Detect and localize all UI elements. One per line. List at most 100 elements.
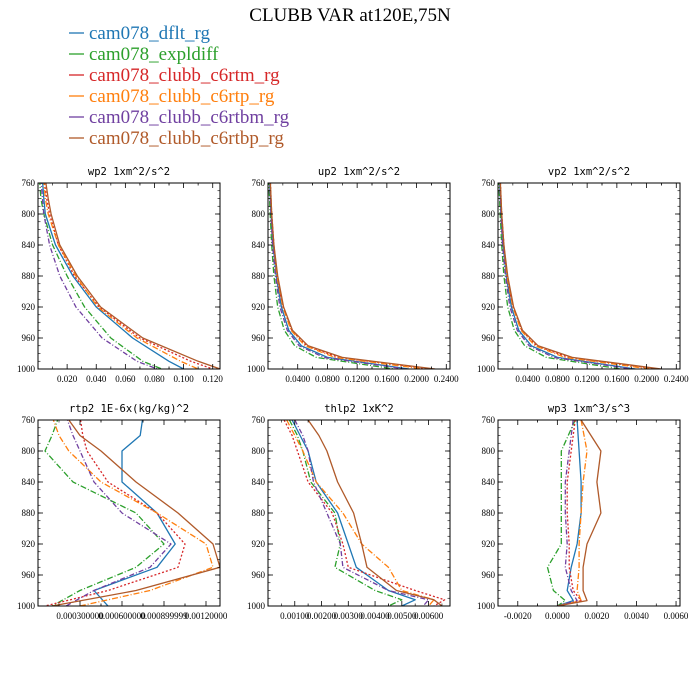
y-tick-label-0-5: 960 bbox=[22, 333, 36, 343]
series-line-4-0 bbox=[291, 420, 416, 606]
y-tick-label-1-6: 1000 bbox=[247, 364, 266, 374]
y-tick-label-2-1: 800 bbox=[482, 209, 496, 219]
y-tick-label-0-2: 840 bbox=[22, 240, 36, 250]
series-line-1-1 bbox=[268, 183, 395, 369]
x-tick-label-5-2: 0.0020 bbox=[585, 611, 610, 621]
series-line-4-1 bbox=[288, 420, 403, 606]
y-tick-label-4-0: 760 bbox=[252, 415, 266, 425]
y-tick-label-5-6: 1000 bbox=[477, 601, 496, 611]
x-tick-label-1-0: 0.0400 bbox=[285, 374, 310, 384]
series-line-1-3 bbox=[269, 183, 425, 369]
series-line-3-2 bbox=[44, 420, 186, 606]
x-tick-label-0-0: 0.020 bbox=[57, 374, 78, 384]
panel-5: wp3 1xm^3/s^3 760 800 840 880 920 960 1000 -0.00… bbox=[477, 403, 689, 621]
y-tick-label-1-2: 840 bbox=[252, 240, 266, 250]
series-line-5-4 bbox=[557, 420, 578, 606]
y-tick-label-4-5: 960 bbox=[252, 570, 266, 580]
series-line-2-1 bbox=[498, 183, 621, 369]
x-tick-label-0-1: 0.040 bbox=[86, 374, 107, 384]
x-tick-label-1-4: 0.2000 bbox=[404, 374, 429, 384]
y-tick-label-2-5: 960 bbox=[482, 333, 496, 343]
x-tick-label-3-3: 0.00120000 bbox=[185, 611, 228, 621]
x-tick-label-2-5: 0.2400 bbox=[664, 374, 689, 384]
panel-frame-2 bbox=[497, 182, 681, 370]
panel-title-3: rtp2 1E-6x(kg/kg)^2 bbox=[69, 403, 189, 415]
x-tick-label-4-4: 0.00500 bbox=[387, 611, 417, 621]
y-tick-label-0-0: 760 bbox=[22, 178, 36, 188]
panel-3: rtp2 1E-6x(kg/kg)^2 760 800 840 880 920 960 100… bbox=[17, 403, 228, 621]
series-line-2-3 bbox=[499, 183, 651, 369]
panel-4: thlp2 1xK^2 760 800 840 880 920 960 1000 0.00100… bbox=[247, 403, 451, 621]
x-tick-label-3-2: 0.000899999 bbox=[140, 611, 188, 621]
panel-frame-1 bbox=[267, 182, 451, 370]
panel-2: vp2 1xm^2/s^2 760 800 840 880 920 960 1000 0.040… bbox=[477, 166, 689, 384]
panel-0: wp2 1xm^2/s^2 760 800 840 880 920 960 1000 0.020… bbox=[17, 166, 223, 384]
y-tick-label-4-1: 800 bbox=[252, 446, 266, 456]
y-tick-label-4-4: 920 bbox=[252, 539, 266, 549]
y-tick-label-3-4: 920 bbox=[22, 539, 36, 549]
x-tick-label-0-4: 0.100 bbox=[173, 374, 194, 384]
x-tick-label-5-3: 0.0040 bbox=[624, 611, 649, 621]
x-tick-label-1-3: 0.1600 bbox=[374, 374, 399, 384]
x-tick-label-2-0: 0.0400 bbox=[515, 374, 540, 384]
series-line-5-1 bbox=[546, 420, 576, 606]
y-tick-label-1-0: 760 bbox=[252, 178, 266, 188]
y-tick-label-2-3: 880 bbox=[482, 271, 496, 281]
legend-label-5: cam078_clubb_c6rtbp_rg bbox=[89, 128, 284, 149]
x-tick-label-4-2: 0.00300 bbox=[334, 611, 364, 621]
y-tick-label-4-6: 1000 bbox=[247, 601, 266, 611]
series-line-5-2 bbox=[557, 420, 582, 606]
x-tick-label-3-1: 0.000600000 bbox=[98, 611, 146, 621]
panel-frame-5 bbox=[497, 419, 681, 607]
series-line-5-3 bbox=[557, 420, 588, 606]
series-line-4-3 bbox=[286, 420, 435, 606]
legend-label-0: cam078_dflt_rg bbox=[89, 23, 211, 44]
y-tick-label-2-0: 760 bbox=[482, 178, 496, 188]
x-tick-label-2-2: 0.1200 bbox=[575, 374, 600, 384]
series-line-1-0 bbox=[269, 183, 410, 369]
series-line-2-0 bbox=[499, 183, 636, 369]
y-tick-label-2-2: 840 bbox=[482, 240, 496, 250]
y-tick-label-5-5: 960 bbox=[482, 570, 496, 580]
x-tick-label-0-5: 0.120 bbox=[203, 374, 224, 384]
legend-label-1: cam078_expldiff bbox=[89, 44, 219, 65]
x-tick-label-2-4: 0.2000 bbox=[634, 374, 659, 384]
y-tick-label-3-1: 800 bbox=[22, 446, 36, 456]
y-tick-label-2-4: 920 bbox=[482, 302, 496, 312]
x-tick-label-1-5: 0.2400 bbox=[434, 374, 459, 384]
series-line-4-4 bbox=[294, 420, 430, 606]
x-tick-label-2-1: 0.0800 bbox=[545, 374, 570, 384]
series-line-0-2 bbox=[43, 183, 213, 369]
series-line-4-5 bbox=[307, 420, 443, 606]
figure-title: CLUBB VAR at120E,75N bbox=[249, 5, 451, 26]
y-tick-label-1-1: 800 bbox=[252, 209, 266, 219]
y-tick-label-3-3: 880 bbox=[22, 508, 36, 518]
y-tick-label-3-2: 840 bbox=[22, 477, 36, 487]
series-line-0-3 bbox=[43, 183, 199, 369]
series-line-3-5 bbox=[51, 420, 220, 606]
x-tick-label-5-1: 0.0000 bbox=[545, 611, 570, 621]
y-tick-label-0-6: 1000 bbox=[17, 364, 36, 374]
series-line-3-1 bbox=[44, 420, 165, 606]
y-tick-label-5-1: 800 bbox=[482, 446, 496, 456]
x-tick-label-1-1: 0.0800 bbox=[315, 374, 340, 384]
x-tick-label-4-0: 0.00100 bbox=[280, 611, 310, 621]
x-tick-label-3-0: 0.000300000 bbox=[56, 611, 104, 621]
series-line-0-4 bbox=[40, 183, 158, 369]
series-line-2-4 bbox=[499, 183, 632, 369]
series-line-0-5 bbox=[45, 183, 220, 369]
x-tick-label-5-4: 0.0060 bbox=[664, 611, 689, 621]
series-line-3-0 bbox=[93, 420, 176, 606]
legend-label-3: cam078_clubb_c6rtp_rg bbox=[89, 86, 275, 107]
x-tick-label-1-2: 0.1200 bbox=[345, 374, 370, 384]
panel-title-5: wp3 1xm^3/s^3 bbox=[548, 403, 630, 415]
y-tick-label-4-3: 880 bbox=[252, 508, 266, 518]
y-tick-label-5-0: 760 bbox=[482, 415, 496, 425]
series-line-3-3 bbox=[52, 420, 214, 606]
series-line-0-0 bbox=[42, 183, 184, 369]
y-tick-label-0-1: 800 bbox=[22, 209, 36, 219]
series-line-2-2 bbox=[499, 183, 658, 369]
panel-frame-0 bbox=[37, 182, 221, 370]
